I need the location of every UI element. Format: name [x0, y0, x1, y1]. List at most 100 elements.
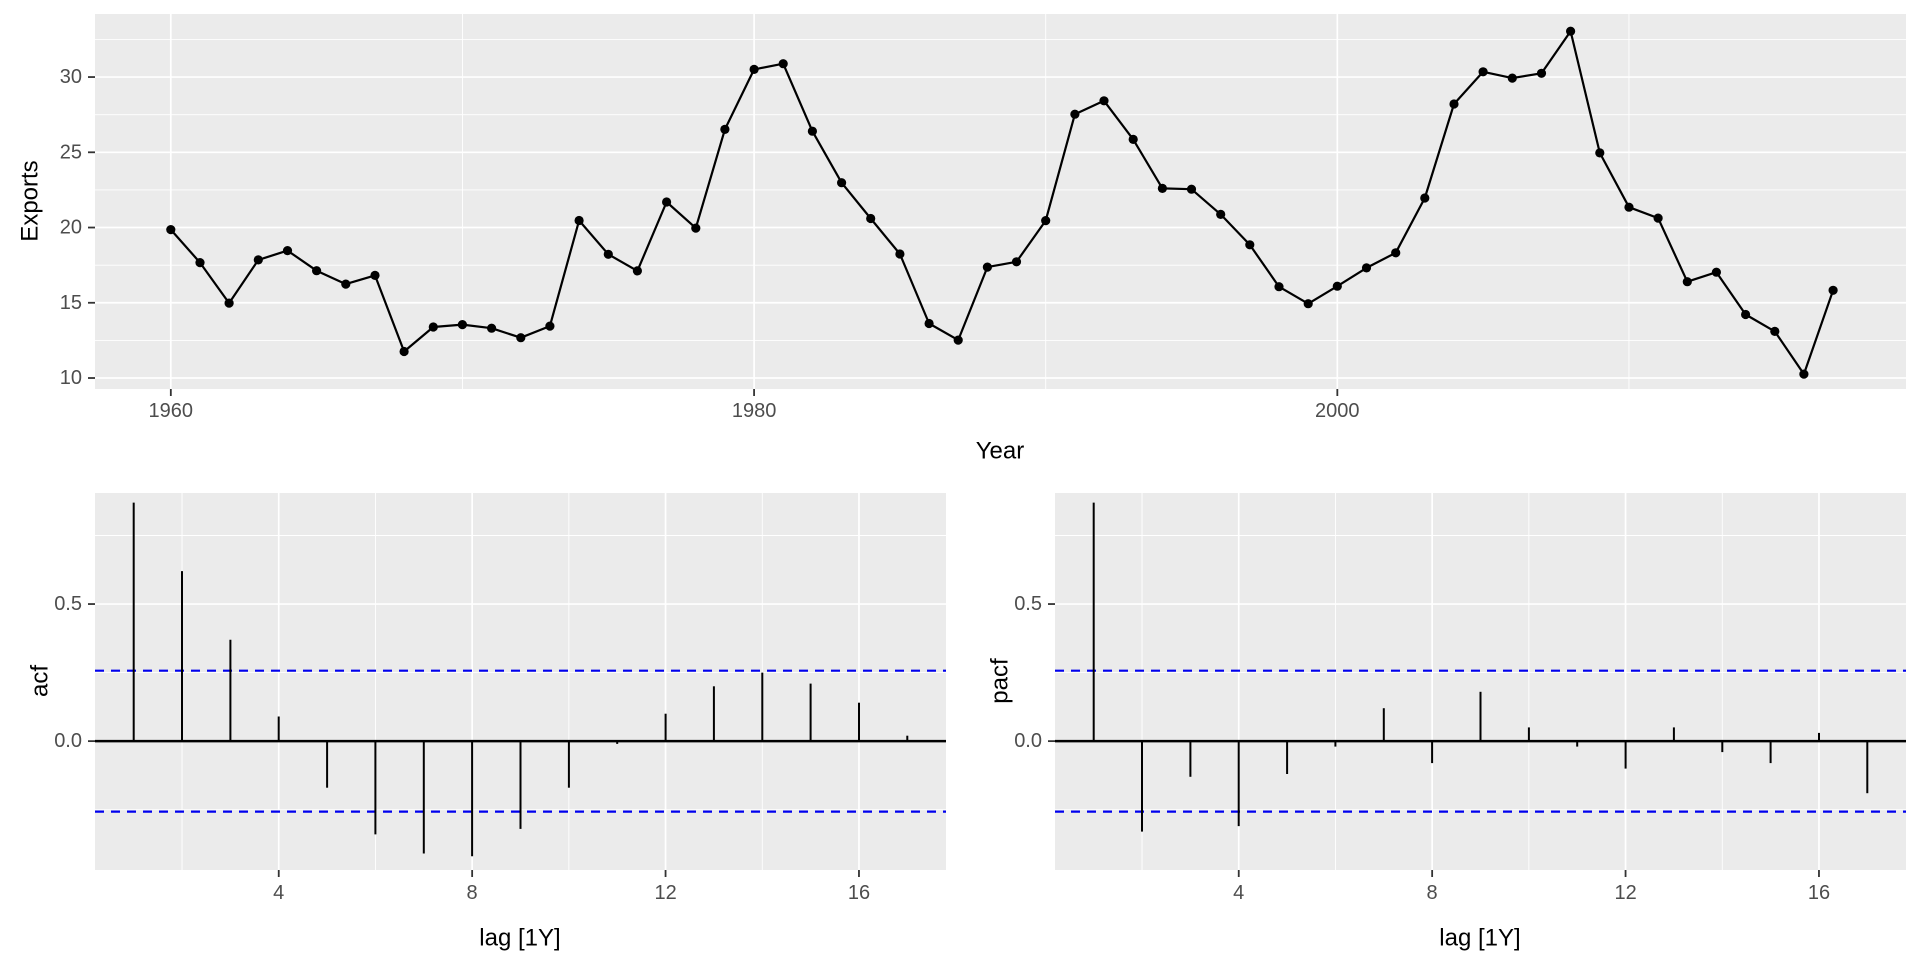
y-axis-tick-label: 15 [60, 292, 82, 314]
data-point [1449, 99, 1459, 109]
axis-tick-marks [1048, 603, 1820, 877]
data-point [282, 246, 293, 256]
data-point [1303, 299, 1313, 309]
x-axis-tick-label: 12 [1614, 882, 1636, 904]
axis-tick-labels: 4 8 12 16 0.0 0.5 [54, 593, 870, 904]
y-axis-tick-label: 25 [60, 141, 82, 163]
acf-lag-axis-title: lag [1Y] [479, 925, 560, 952]
minor-gridlines [1055, 493, 1906, 870]
data-point [924, 318, 934, 329]
y-axis-tick-label: 0.5 [54, 593, 82, 615]
significance-bounds [1055, 669, 1906, 813]
axis-tick-marks [88, 76, 1339, 396]
data-point [1332, 281, 1342, 291]
data-point [1741, 309, 1751, 320]
data-point [720, 124, 730, 134]
exports-series-line [169, 30, 1835, 376]
data-point [778, 59, 788, 69]
year-x-axis-title: Year [976, 438, 1025, 465]
data-point [603, 249, 613, 259]
y-axis-tick-label: 20 [60, 217, 82, 239]
data-point [1595, 148, 1605, 158]
y-axis-tick-label: 30 [60, 66, 82, 88]
data-point [1828, 285, 1838, 295]
data-point [1711, 267, 1721, 277]
data-point [749, 64, 759, 74]
data-point [1216, 209, 1226, 219]
acf-plot: 4 8 12 16 0.0 0.5 [54, 493, 946, 904]
data-point [1536, 68, 1547, 78]
y-axis-tick-label: 0.0 [1014, 730, 1042, 752]
data-point [195, 258, 205, 268]
data-point [224, 298, 234, 308]
exports-data-points [166, 26, 1838, 379]
data-point [662, 197, 672, 207]
x-axis-tick-label: 4 [1233, 882, 1244, 904]
x-axis-tick-label: 8 [467, 882, 478, 904]
x-axis-tick-label: 8 [1427, 882, 1438, 904]
axis-tick-marks [88, 603, 860, 877]
data-point [1770, 326, 1780, 336]
data-point [1070, 109, 1080, 119]
correlation-bars [132, 502, 909, 857]
data-point [1682, 277, 1692, 287]
panel-background [95, 14, 1906, 389]
data-point [837, 178, 847, 188]
data-point [1011, 257, 1022, 267]
x-axis-tick-label: 12 [654, 882, 676, 904]
x-axis-tick-label: 16 [1808, 882, 1830, 904]
x-axis-tick-label: 1980 [732, 400, 777, 422]
pacf-lag-axis-title: lag [1Y] [1439, 925, 1520, 952]
data-point [691, 223, 701, 233]
exports-y-axis-title: Exports [17, 160, 44, 241]
data-point [1799, 369, 1809, 379]
x-axis-tick-label: 2000 [1315, 400, 1360, 422]
data-point [1653, 213, 1663, 223]
data-point [1566, 26, 1576, 36]
data-point [1624, 202, 1634, 212]
data-point [1128, 134, 1138, 144]
data-point [632, 266, 643, 276]
data-point [807, 126, 818, 136]
data-point [370, 270, 380, 280]
data-point [253, 255, 263, 265]
data-point [457, 320, 467, 330]
panel-background [1055, 493, 1906, 870]
data-point [1361, 263, 1372, 273]
exports-time-plot: 1960 1980 2000 10 15 20 25 30 [60, 14, 1906, 422]
data-point [982, 262, 993, 272]
y-axis-tick-label: 0.5 [1014, 593, 1042, 615]
data-point [487, 323, 497, 333]
significance-bounds [95, 669, 946, 813]
data-point [895, 249, 905, 259]
axis-tick-labels: 4 8 12 16 0.0 0.5 [1014, 593, 1830, 904]
data-point [866, 213, 876, 224]
data-point [312, 266, 322, 276]
x-axis-tick-label: 1960 [149, 400, 194, 422]
data-point [545, 321, 555, 331]
x-axis-tick-label: 16 [848, 882, 870, 904]
data-point [1391, 248, 1401, 258]
data-point [1041, 216, 1051, 226]
data-point [1186, 184, 1197, 194]
data-point [1274, 282, 1284, 292]
data-point [1245, 240, 1255, 250]
pacf-plot: 4 8 12 16 0.0 0.5 [1014, 493, 1906, 904]
axis-tick-labels: 1960 1980 2000 10 15 20 25 30 [60, 66, 1360, 422]
data-point [166, 225, 176, 235]
data-point [574, 215, 584, 226]
pacf-y-axis-title: pacf [987, 658, 1014, 704]
acf-y-axis-title: acf [27, 665, 54, 697]
data-point [1099, 96, 1109, 106]
data-point [953, 335, 963, 345]
data-point [516, 333, 526, 343]
data-point [1507, 73, 1517, 83]
correlation-bars [1092, 502, 1869, 832]
y-axis-tick-label: 0.0 [54, 730, 82, 752]
data-point [1478, 67, 1488, 77]
y-axis-tick-label: 10 [60, 367, 82, 389]
data-point [399, 346, 409, 357]
data-point [1420, 193, 1430, 203]
